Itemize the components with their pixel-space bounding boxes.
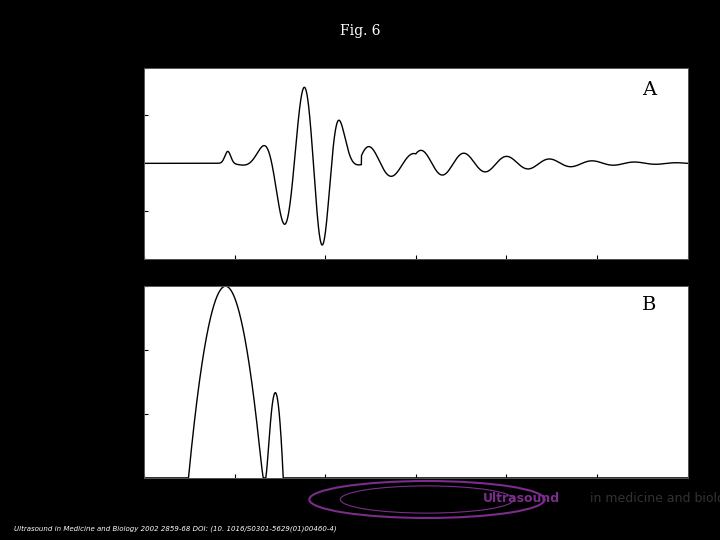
Y-axis label: Pressure [MPa]: Pressure [MPa] [96, 114, 109, 212]
Text: A: A [642, 81, 657, 99]
Text: B: B [642, 296, 657, 314]
Text: Fig. 6: Fig. 6 [340, 24, 380, 38]
Text: in medicine and biology: in medicine and biology [586, 492, 720, 505]
Y-axis label: Power [dB]: Power [dB] [100, 347, 113, 417]
X-axis label: Time [μs]: Time [μs] [386, 277, 446, 290]
X-axis label: Frequency [MHz]: Frequency [MHz] [360, 496, 472, 509]
Text: Ultrasound: Ultrasound [482, 492, 560, 505]
Text: Ultrasound in Medicine and Biology 2002 2859-68 DOI: (10. 1016/S0301-5629(01)004: Ultrasound in Medicine and Biology 2002 … [14, 525, 337, 532]
